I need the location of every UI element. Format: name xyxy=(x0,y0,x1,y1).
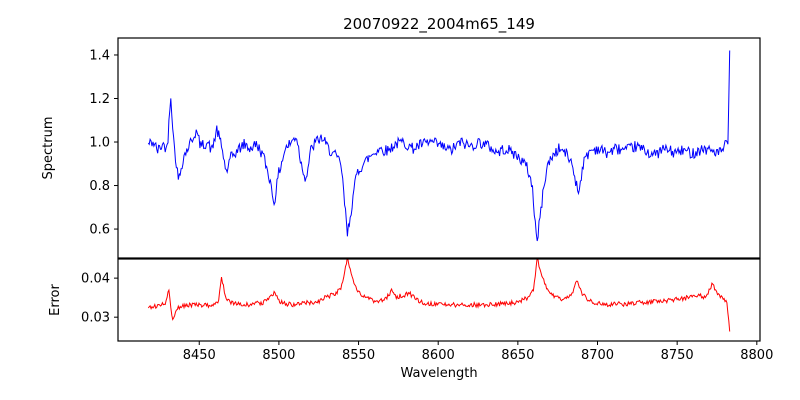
spectrum-y-tick-label: 1.2 xyxy=(89,92,110,107)
x-tick-label: 8800 xyxy=(740,348,773,363)
y-axis-label-spectrum: Spectrum xyxy=(41,117,56,180)
error-panel-border xyxy=(117,258,761,342)
x-tick-label: 8750 xyxy=(661,348,694,363)
spectrum-panel-border xyxy=(117,37,761,259)
x-axis-label: Wavelength xyxy=(400,366,477,381)
plot-area: 0.6 0.8 1.0 1.2 1.4 0.03 0.04 8450 8500 8550 8600 8… xyxy=(81,37,773,363)
error-y-tick-label: 0.04 xyxy=(81,272,110,287)
x-tick-label: 8600 xyxy=(422,348,455,363)
x-tick-label: 8550 xyxy=(342,348,375,363)
x-tick-label: 8700 xyxy=(581,348,614,363)
x-tick-label: 8450 xyxy=(183,348,216,363)
x-tick-label: 8650 xyxy=(501,348,534,363)
x-tick-label: 8500 xyxy=(262,348,295,363)
spectrum-y-tick-label: 1.0 xyxy=(89,136,110,151)
spectrum-y-tick-label: 1.4 xyxy=(89,48,110,63)
spectrum-y-tick-label: 0.6 xyxy=(89,223,110,238)
y-axis-label-error: Error xyxy=(48,284,63,316)
error-line xyxy=(147,259,731,332)
spectrum-line xyxy=(147,50,731,242)
spectrum-y-tick-label: 0.8 xyxy=(89,179,110,194)
chart-title: 20070922_2004m65_149 xyxy=(343,15,535,34)
error-y-tick-label: 0.03 xyxy=(81,311,110,326)
